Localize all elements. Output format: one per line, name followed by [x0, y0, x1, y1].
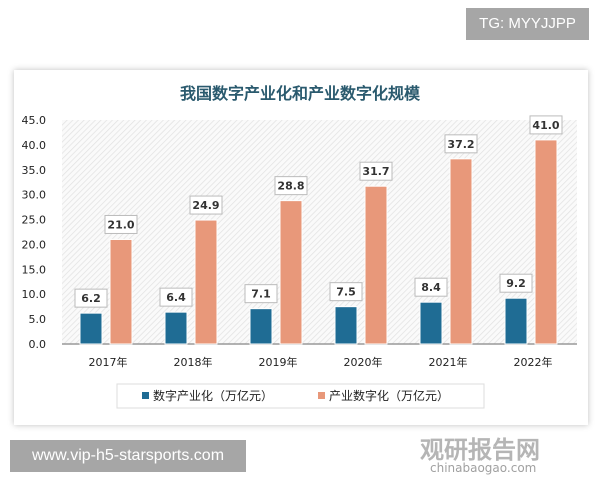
data-label-box	[104, 214, 138, 234]
legend-swatch	[142, 392, 149, 399]
x-tick-label: 2022年	[514, 355, 553, 369]
legend	[116, 383, 485, 409]
data-label: 41.0	[532, 119, 559, 132]
x-tick-label: 2018年	[174, 355, 213, 369]
y-tick-label: 0.0	[29, 338, 47, 351]
bar-industrial-digitalization	[109, 238, 133, 345]
bar-industrial-digitalization	[364, 185, 388, 345]
y-tick-label: 35.0	[22, 164, 47, 177]
y-tick-label: 45.0	[22, 114, 47, 127]
data-label: 6.4	[166, 291, 186, 304]
tg-label: TG: MYYJJPP	[466, 8, 589, 40]
bar-digital-industrialization	[334, 306, 358, 345]
bar-digital-industrialization	[249, 308, 273, 345]
bar-digital-industrialization	[164, 311, 188, 345]
bar-digital-industrialization	[504, 297, 528, 345]
x-tick-label: 2020年	[344, 355, 383, 369]
data-label: 21.0	[107, 218, 134, 231]
data-label-box	[329, 282, 363, 302]
y-tick-label: 5.0	[29, 313, 47, 326]
data-label-box	[159, 287, 193, 307]
data-label: 8.4	[421, 281, 441, 294]
x-tick-label: 2019年	[259, 355, 298, 369]
data-label: 9.2	[506, 277, 526, 290]
data-label-box	[414, 277, 448, 297]
chart-title: 我国数字产业化和产业数字化规模	[179, 84, 420, 103]
data-label-box	[244, 284, 278, 304]
plot-area	[62, 120, 577, 344]
legend-label: 数字产业化（万亿元）	[153, 388, 273, 403]
data-label-box	[189, 195, 223, 215]
y-tick-label: 20.0	[22, 238, 47, 251]
data-label-box	[444, 134, 478, 154]
y-tick-label: 40.0	[22, 139, 47, 152]
bar-industrial-digitalization	[194, 219, 218, 345]
data-label: 6.2	[81, 292, 101, 305]
watermark-name: 观研报告网	[420, 436, 540, 464]
data-label: 7.1	[251, 288, 271, 301]
bar-industrial-digitalization	[279, 200, 303, 345]
data-label-box	[359, 161, 393, 181]
y-tick-label: 30.0	[22, 189, 47, 202]
y-tick-label: 10.0	[22, 288, 47, 301]
data-label: 31.7	[362, 165, 389, 178]
data-label: 24.9	[192, 199, 219, 212]
bar-industrial-digitalization	[534, 139, 558, 345]
x-tick-label: 2021年	[429, 355, 468, 369]
y-tick-label: 15.0	[22, 263, 47, 276]
legend-label: 产业数字化（万亿元）	[329, 388, 449, 403]
bar-industrial-digitalization	[449, 158, 473, 345]
data-label-box	[74, 288, 108, 308]
bar-digital-industrialization	[419, 301, 443, 345]
data-label-box	[529, 115, 563, 135]
data-label: 7.5	[336, 286, 356, 299]
legend-swatch	[318, 392, 325, 399]
watermark-url: chinabaogao.com	[430, 461, 537, 475]
data-label-box	[274, 176, 308, 196]
data-label-box	[499, 273, 533, 293]
bar-digital-industrialization	[79, 312, 103, 345]
y-tick-label: 25.0	[22, 214, 47, 227]
data-label: 37.2	[447, 138, 474, 151]
data-label: 28.8	[277, 180, 304, 193]
x-tick-label: 2017年	[89, 355, 128, 369]
site-label: www.vip-h5-starsports.com	[10, 440, 246, 472]
